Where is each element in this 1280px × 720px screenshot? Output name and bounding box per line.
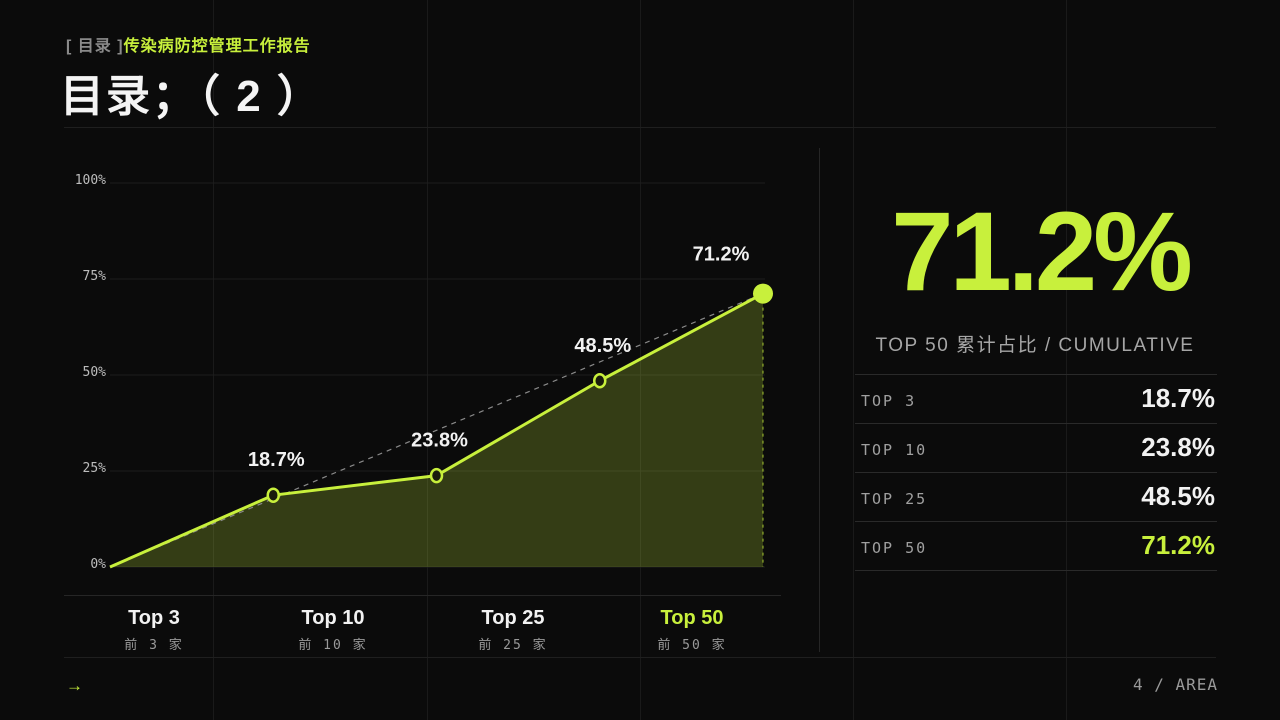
summary-row: TOP 3 18.7%: [855, 374, 1217, 423]
summary-row: TOP 50 71.2%: [855, 521, 1217, 571]
summary-row: TOP 10 23.8%: [855, 423, 1217, 472]
summary-row-label: TOP 3: [861, 392, 917, 410]
report-name: 传染病防控管理工作报告: [123, 38, 311, 55]
breadcrumb-section: [ 目录 ]: [66, 38, 124, 55]
x-category-label: Top 25: [481, 607, 545, 629]
trend-line: [109, 293, 764, 568]
y-tick-label: 50%: [83, 365, 107, 380]
y-tick-label: 100%: [75, 173, 106, 188]
x-category-sublabel: 前 25 家: [478, 638, 548, 653]
data-label: 48.5%: [574, 335, 631, 357]
x-category-top10: Top 10 前 10 家: [253, 607, 413, 653]
data-point: [753, 283, 773, 304]
x-category-label: Top 10: [301, 607, 365, 629]
data-point: [266, 487, 280, 503]
data-label: 71.2%: [693, 244, 750, 266]
page-indicator: 4 / AREA: [1133, 675, 1219, 694]
header-divider: [64, 127, 1216, 128]
x-category-sublabel: 前 3 家: [124, 638, 184, 653]
grid-line: [427, 0, 428, 720]
summary-row-value: 23.8%: [1141, 432, 1215, 462]
big-value: 71.2%: [891, 189, 1193, 314]
data-point: [593, 373, 607, 389]
grid-line: [213, 0, 214, 720]
summary-row-value: 71.2%: [1141, 530, 1215, 560]
summary-row-value: 18.7%: [1141, 383, 1215, 413]
next-arrow-icon[interactable]: →: [66, 676, 83, 695]
data-label: 18.7%: [248, 449, 305, 471]
footer-divider: [64, 657, 1216, 658]
x-category-sublabel: 前 50 家: [657, 638, 727, 653]
data-label: 23.8%: [411, 430, 468, 452]
x-category-top25: Top 25 前 25 家: [433, 607, 593, 653]
summary-row: TOP 25 48.5%: [855, 472, 1217, 521]
big-value-caption: TOP 50 累计占比 / CUMULATIVE: [875, 335, 1195, 356]
panel-divider: [819, 148, 820, 652]
y-tick-label: 25%: [83, 461, 107, 476]
summary-row-value: 48.5%: [1141, 481, 1215, 511]
axis-divider: [64, 595, 781, 596]
summary-row-label: TOP 10: [861, 441, 928, 459]
x-category-label: Top 50: [660, 607, 724, 629]
x-category-label: Top 3: [128, 607, 180, 629]
x-category-sublabel: 前 10 家: [298, 638, 368, 653]
breadcrumb: [ 目录 ]传染病防控管理工作报告: [66, 32, 311, 56]
summary-row-label: TOP 50: [861, 539, 928, 557]
grid-line: [853, 0, 854, 720]
x-category-top3: Top 3 前 3 家: [74, 607, 234, 653]
summary-row-label: TOP 25: [861, 490, 928, 508]
x-category-top50: Top 50 前 50 家: [612, 607, 772, 653]
data-point: [429, 467, 444, 484]
grid-line: [1066, 0, 1067, 720]
y-tick-label: 75%: [83, 269, 107, 284]
y-tick-label: 0%: [90, 557, 106, 572]
page-title: 目录；（ 2 ）: [60, 72, 323, 121]
